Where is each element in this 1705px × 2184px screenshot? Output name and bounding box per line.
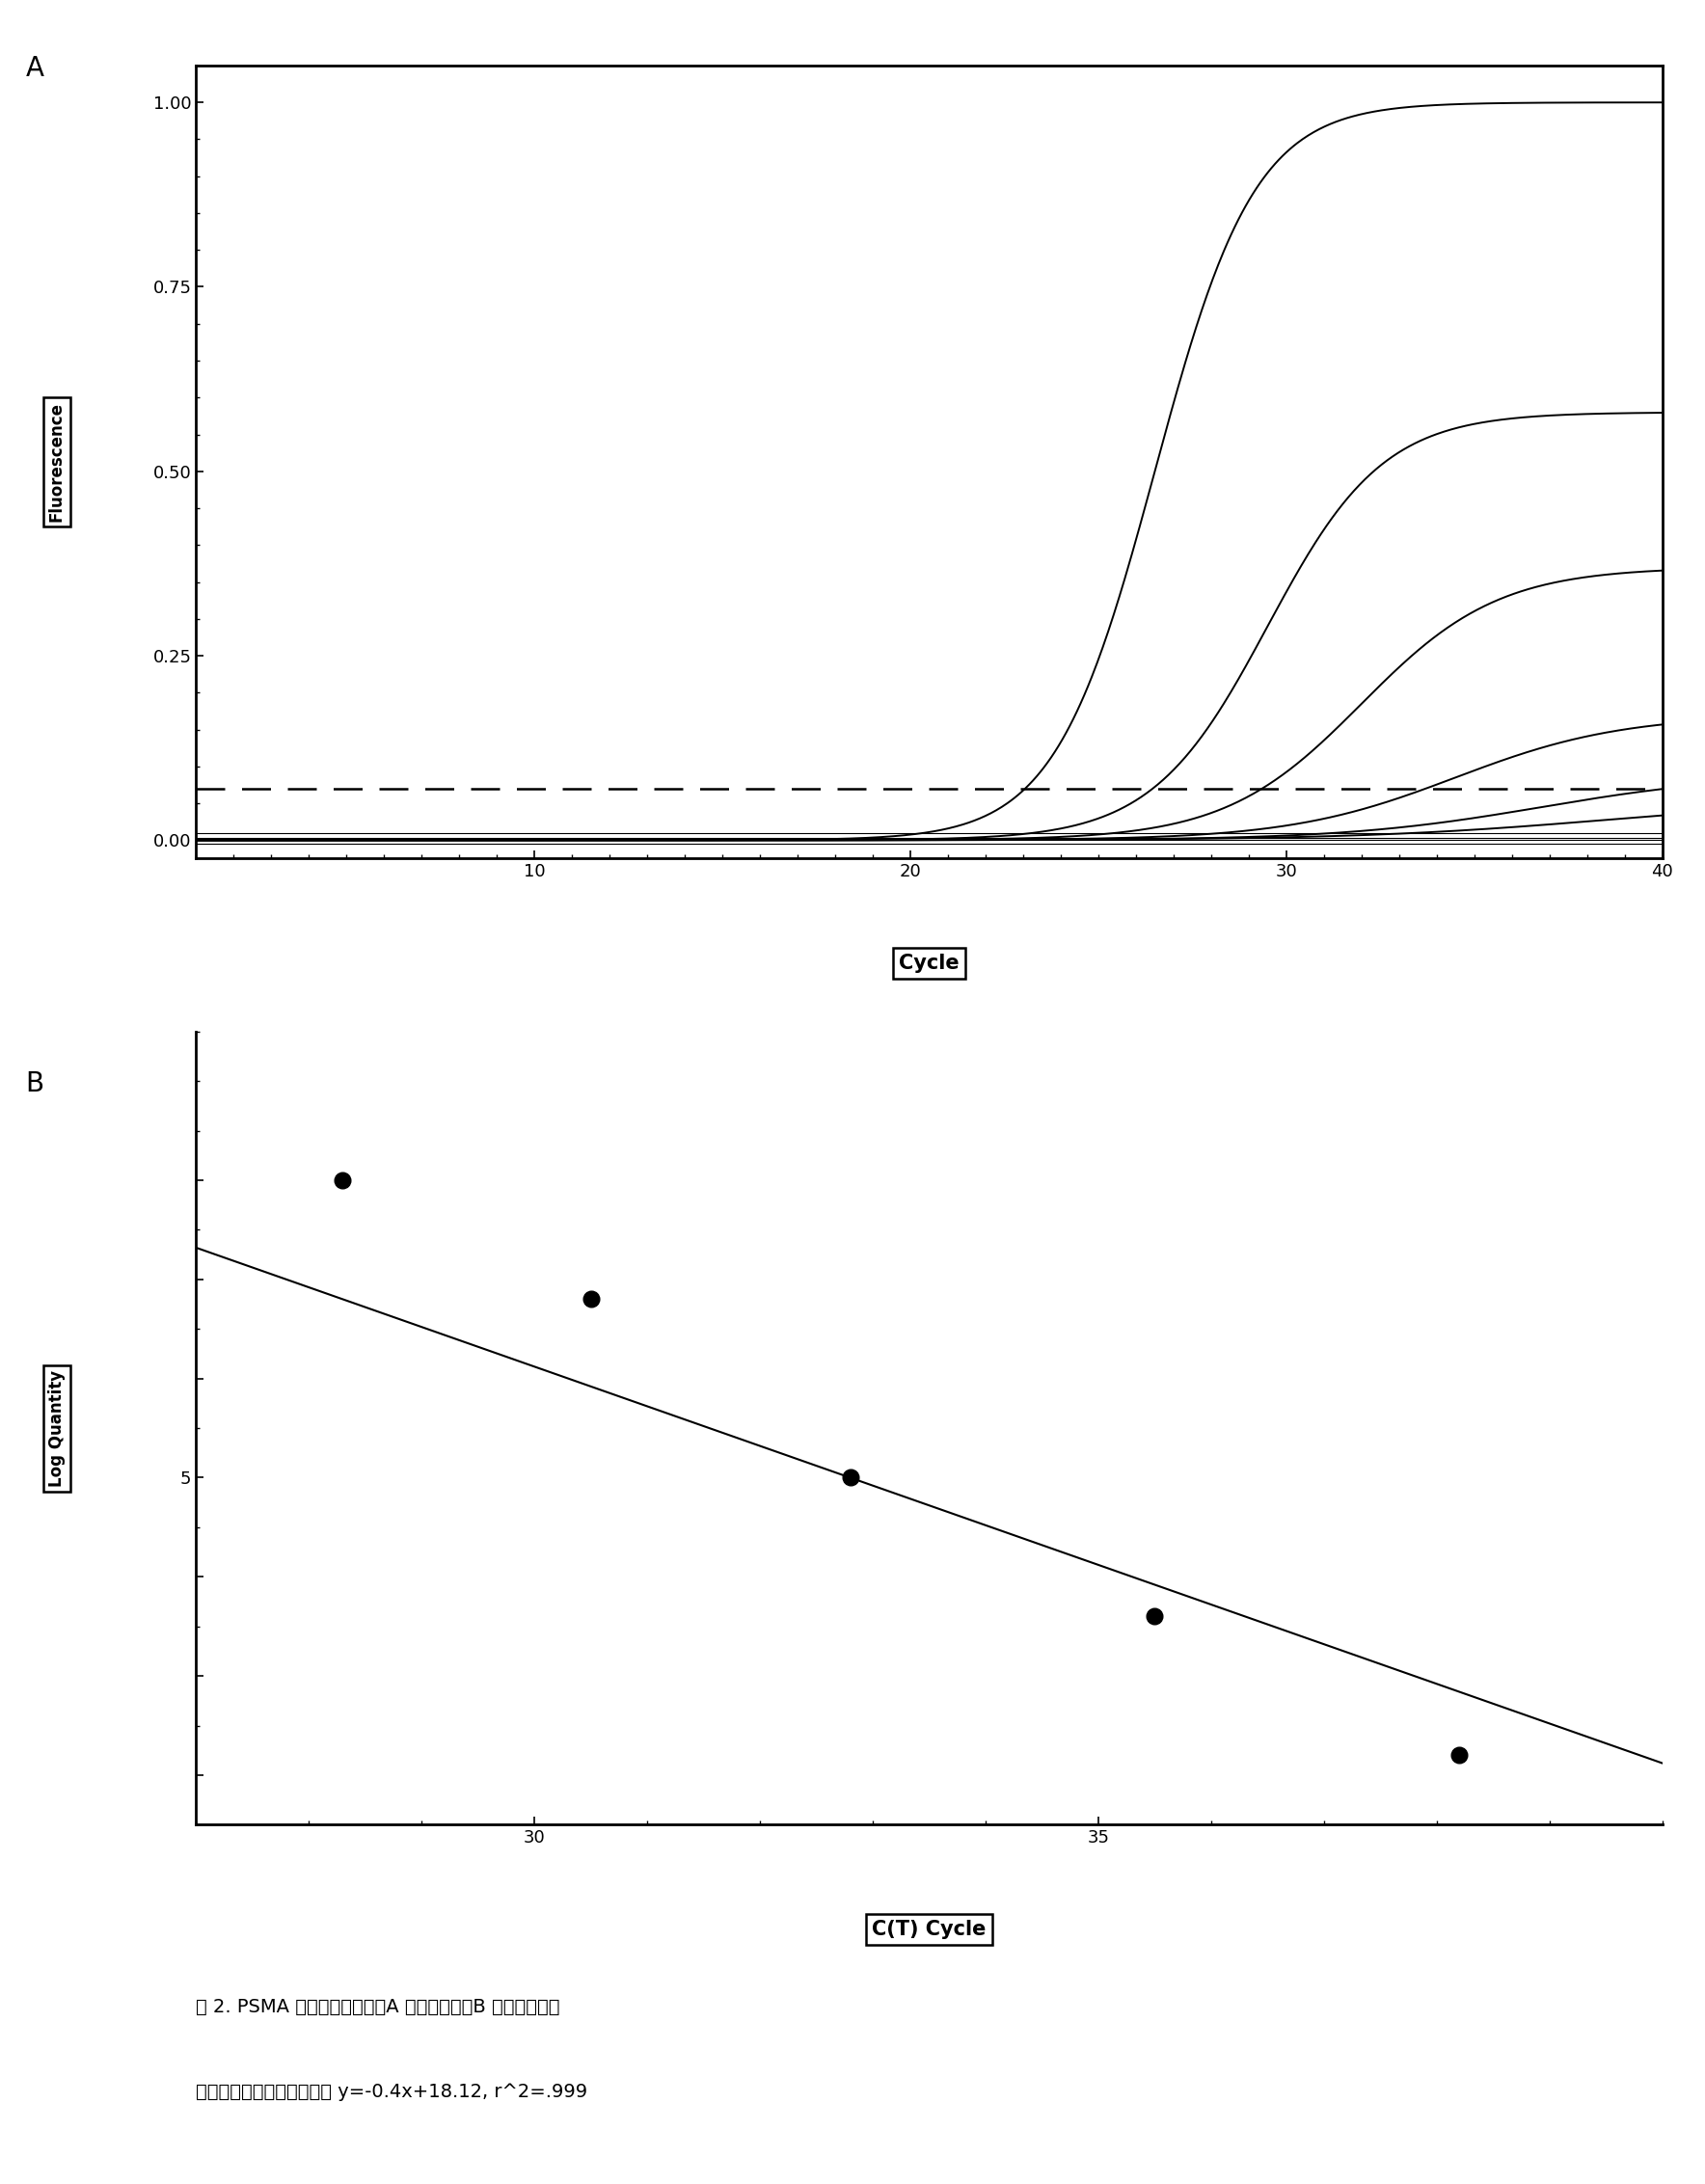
Text: Log Quantity: Log Quantity [48, 1369, 65, 1487]
Text: B: B [26, 1070, 44, 1096]
Text: C(T) Cycle: C(T) Cycle [873, 1920, 985, 1939]
Text: A: A [26, 55, 44, 81]
Text: Cycle: Cycle [899, 954, 960, 974]
Text: 根据标准曲线求得回归方程 y=-0.4x+18.12, r^2=.999: 根据标准曲线求得回归方程 y=-0.4x+18.12, r^2=.999 [196, 2084, 588, 2101]
Text: 图 2. PSMA 标准曲线的制备。A 荧光曲线图；B 标准曲线图。: 图 2. PSMA 标准曲线的制备。A 荧光曲线图；B 标准曲线图。 [196, 1998, 561, 2016]
Text: Fluorescence: Fluorescence [48, 402, 65, 522]
